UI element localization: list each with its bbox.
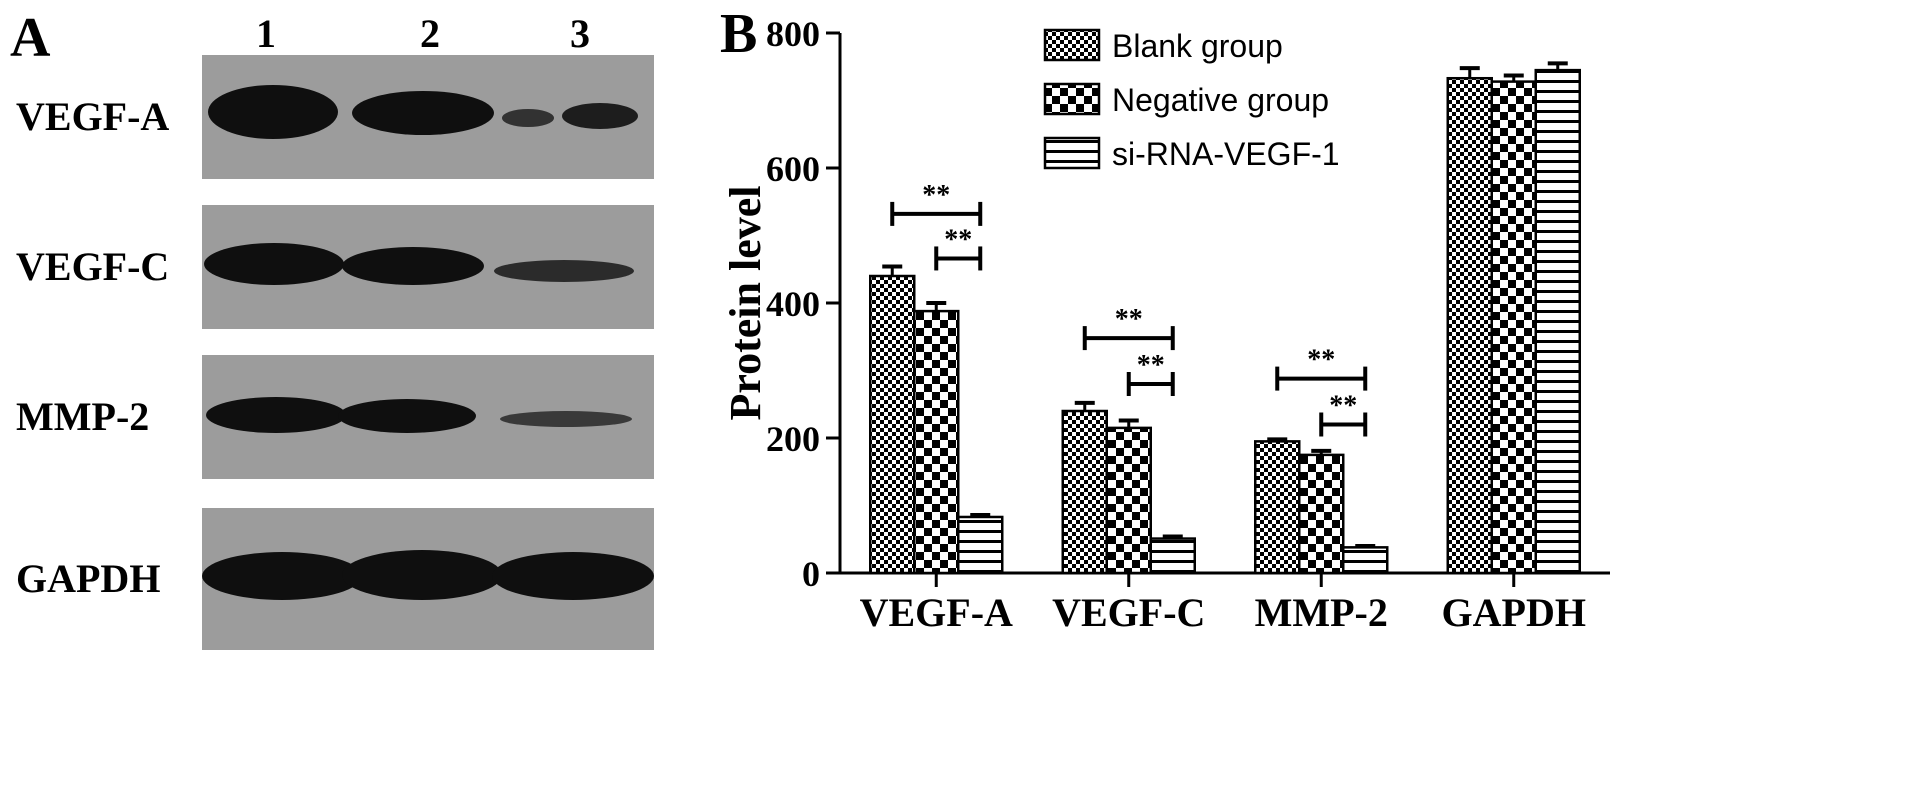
- bar-chart: B 0 200 400 600 800 Protein level VEGF-A VEGF-C…: [720, 3, 1610, 635]
- lane-label-3: 3: [570, 11, 590, 56]
- bar: [1298, 453, 1345, 575]
- blot-image: [202, 205, 654, 329]
- legend: Blank group Negative group si-RNA-VEGF-1: [1043, 28, 1340, 172]
- blot-row-vegf-a: VEGF-A: [0, 55, 700, 179]
- x-tick-label: VEGF-C: [1052, 590, 1205, 635]
- significance-label: **: [1307, 345, 1335, 376]
- blot-band: [342, 550, 502, 600]
- legend-swatch: [1043, 136, 1101, 170]
- x-tick-label: VEGF-A: [860, 590, 1013, 635]
- blot-image: [202, 355, 654, 479]
- lane-label-2: 2: [420, 11, 440, 56]
- blot-band: [202, 552, 362, 600]
- x-tick-label: MMP-2: [1255, 590, 1388, 635]
- lane-label-1: 1: [256, 11, 276, 56]
- bar: [913, 309, 960, 575]
- bar: [1342, 546, 1389, 575]
- axes: 0 200 400 600 800 Protein level VEGF-A VEGF-C MM…: [721, 14, 1610, 635]
- western-blot-panel: A 1 2 3 VEGF-A VEGF-C MMP-2 GAPDH: [0, 0, 700, 785]
- significance-label: **: [1115, 304, 1143, 335]
- bar: [1254, 440, 1301, 575]
- legend-swatch: [1043, 28, 1101, 62]
- bar: [869, 274, 916, 575]
- bar-chart-panel: B 0 200 400 600 800 Protein level VEGF-A VEGF-C…: [700, 0, 1913, 785]
- blot-band: [342, 247, 484, 285]
- bar: [1105, 426, 1152, 575]
- significance-annotations: ** ** ** ** ** **: [890, 180, 1368, 437]
- legend-label: si-RNA-VEGF-1: [1112, 136, 1340, 172]
- error-bars: [882, 61, 1568, 548]
- y-tick-label: 800: [766, 14, 820, 54]
- blot-band: [206, 397, 346, 433]
- legend-swatch: [1043, 82, 1101, 116]
- blot-label: VEGF-C: [16, 244, 170, 289]
- blot-row-vegf-c: VEGF-C: [0, 205, 700, 329]
- panel-b-letter: B: [720, 3, 757, 65]
- significance-label: **: [1137, 350, 1165, 381]
- legend-label: Blank group: [1112, 28, 1283, 64]
- x-tick-label: GAPDH: [1442, 590, 1586, 635]
- y-axis-label: Protein level: [721, 186, 770, 421]
- blot-label: VEGF-A: [16, 94, 170, 139]
- y-tick-label: 0: [802, 554, 820, 594]
- legend-label: Negative group: [1112, 82, 1329, 118]
- bar: [1490, 80, 1537, 575]
- blot-image: [202, 55, 654, 179]
- significance-label: **: [944, 224, 972, 255]
- blot-band: [208, 85, 338, 139]
- blot-band: [204, 243, 344, 285]
- blot-row-mmp-2: MMP-2: [0, 355, 700, 479]
- panel-a-letter: A: [10, 7, 51, 69]
- bars: [869, 68, 1581, 575]
- blot-band: [352, 91, 494, 135]
- y-tick-label: 400: [766, 284, 820, 324]
- blot-band: [492, 552, 654, 600]
- blot-image: [202, 508, 654, 650]
- y-tick-label: 200: [766, 419, 820, 459]
- y-tick-label: 600: [766, 149, 820, 189]
- significance-label: **: [1329, 391, 1357, 422]
- bar: [1061, 409, 1108, 575]
- bar: [957, 515, 1004, 575]
- blot-band: [500, 411, 632, 427]
- blot-label: GAPDH: [16, 556, 161, 601]
- blot-band: [494, 260, 634, 282]
- blot-band: [338, 399, 476, 433]
- bar: [1534, 68, 1581, 575]
- significance-label: **: [922, 180, 950, 211]
- blot-band: [562, 103, 638, 129]
- blot-label: MMP-2: [16, 394, 150, 439]
- bar: [1149, 537, 1196, 575]
- blot-band: [502, 109, 554, 127]
- bar: [1446, 76, 1493, 575]
- blot-row-gapdh: GAPDH: [0, 508, 700, 650]
